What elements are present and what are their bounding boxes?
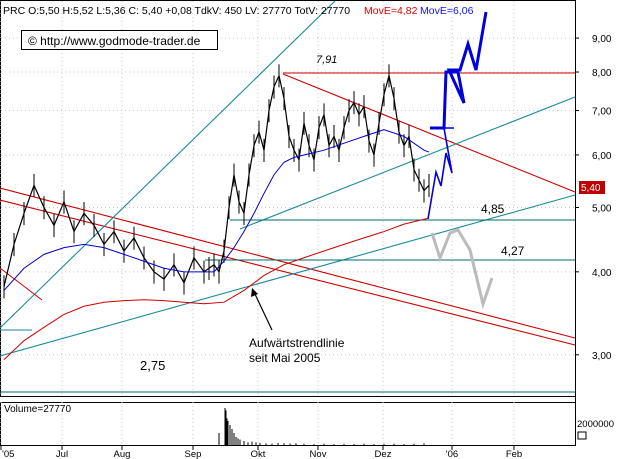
channel-red-falling	[282, 73, 576, 193]
x-tick-label: Aug	[114, 449, 131, 459]
copyright-box	[21, 30, 218, 50]
series-line-ma_short	[3, 129, 430, 291]
copyright-text: © http://www.godmode-trader.de	[28, 34, 201, 48]
trendline-note-arrow	[253, 291, 273, 331]
trendline-note-line1: Aufwärtstrendlinie	[249, 336, 345, 350]
trendline-note-line2: seit Mai 2005	[249, 351, 321, 365]
support-label-2: 4,27	[501, 244, 525, 258]
x-tick-label: Sep	[185, 449, 202, 459]
x-tick-label: Dez	[375, 449, 392, 459]
main-plot-frame	[0, 0, 576, 397]
trendline-note-arrowhead	[251, 288, 258, 297]
last-price-label: 5,40	[581, 183, 601, 194]
steep-channel-line	[0, 0, 336, 329]
grid	[0, 1, 575, 446]
y-tick-label: 7,00	[592, 107, 612, 118]
support-label-1: 4,85	[481, 202, 505, 216]
x-tick-label: '05	[2, 449, 14, 459]
scenario-down	[430, 228, 494, 310]
last-price-box	[579, 181, 605, 194]
volume-scale-box	[577, 431, 587, 440]
low-label: 2,75	[140, 358, 165, 373]
series-line-price	[3, 73, 430, 287]
series-line-ma_long	[3, 217, 430, 360]
header-quote: PRC O:5,50 H:5,52 L:5,36 C: 5,40 +0,08 T…	[3, 5, 350, 17]
x-tick-label: Feb	[506, 449, 522, 459]
volume-bars	[218, 407, 425, 445]
y-tick-label: 9,00	[592, 34, 612, 45]
x-tick-label: Jul	[56, 449, 68, 459]
scenario-up-long	[430, 11, 488, 130]
uptrend-line-long	[0, 194, 576, 357]
volume-label: Volume=27770	[4, 404, 71, 415]
scenario-paths	[427, 11, 494, 310]
x-tick-label: Okt	[251, 449, 266, 459]
trendlines	[0, 0, 576, 393]
y-tick-label: 8,00	[592, 68, 612, 79]
x-tick-label: Nov	[310, 449, 327, 459]
y-tick-label: 6,00	[592, 151, 612, 162]
x-tick-label: '06	[446, 449, 458, 459]
header-move-e2: MovE=6,06	[420, 5, 474, 17]
y-tick-label: 3,00	[592, 351, 612, 362]
volume-plot-frame	[0, 402, 576, 446]
series-layer	[3, 64, 430, 360]
header-move-e1: MovE=4,82	[364, 5, 418, 17]
high-label: 7,91	[316, 54, 337, 66]
y-tick-label: 4,00	[592, 268, 612, 279]
uptrend-line-short	[239, 96, 576, 230]
axes: 9,00 8,00 7,00 6,00 5,00 4,00 3,00 '05 Jul Aug Sep…	[0, 34, 614, 459]
volume-y-tick-label: 2000000	[577, 419, 614, 430]
y-tick-label: 5,00	[592, 204, 612, 215]
channel-red-lower	[0, 199, 576, 346]
